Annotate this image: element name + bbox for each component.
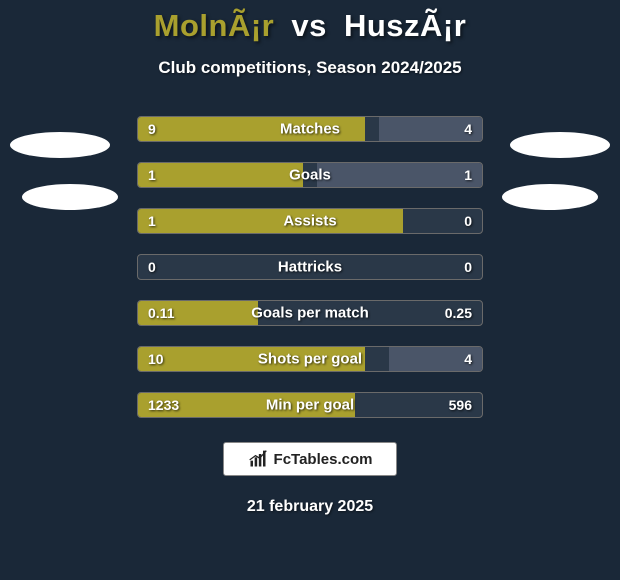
stat-value-right: 1 xyxy=(464,167,472,183)
stat-value-right: 0 xyxy=(464,213,472,229)
player2-name: HuszÃ¡r xyxy=(344,8,466,43)
stat-row: Shots per goal 10 4 xyxy=(137,346,483,372)
comparison-card: MolnÃ¡r vs HuszÃ¡r Club competitions, Se… xyxy=(0,0,620,580)
vs-label: vs xyxy=(291,8,326,43)
stat-bar-left xyxy=(138,209,403,233)
chart-icon xyxy=(248,449,268,469)
stat-bar-left xyxy=(138,163,303,187)
player1-name: MolnÃ¡r xyxy=(154,8,275,43)
stat-value-right: 4 xyxy=(464,351,472,367)
stat-value-right: 0.25 xyxy=(445,305,472,321)
stat-label: Goals per match xyxy=(251,305,369,322)
player1-badge-placeholder xyxy=(22,184,118,210)
stat-label: Matches xyxy=(280,121,340,138)
stat-row: Matches 9 4 xyxy=(137,116,483,142)
stat-bar-gap xyxy=(365,347,389,371)
stat-value-left: 1 xyxy=(148,213,156,229)
stat-value-left: 9 xyxy=(148,121,156,137)
card-title: MolnÃ¡r vs HuszÃ¡r xyxy=(154,8,467,44)
stat-value-left: 0 xyxy=(148,259,156,275)
stat-bar-right xyxy=(317,163,482,187)
stat-label: Assists xyxy=(283,213,336,230)
player2-badge-placeholder xyxy=(502,184,598,210)
stat-bar-gap xyxy=(365,117,379,141)
player2-avatar-placeholder xyxy=(510,132,610,158)
stat-row: Assists 1 0 xyxy=(137,208,483,234)
stat-row: Goals per match 0.11 0.25 xyxy=(137,300,483,326)
source-logo-box: FcTables.com xyxy=(223,442,398,476)
stat-label: Hattricks xyxy=(278,259,342,276)
stat-value-right: 596 xyxy=(449,397,472,413)
stat-row: Hattricks 0 0 xyxy=(137,254,483,280)
stat-label: Goals xyxy=(289,167,331,184)
stat-row: Min per goal 1233 596 xyxy=(137,392,483,418)
card-subtitle: Club competitions, Season 2024/2025 xyxy=(158,58,461,78)
player1-avatar-placeholder xyxy=(10,132,110,158)
stat-value-left: 0.11 xyxy=(148,305,174,321)
stat-value-left: 10 xyxy=(148,351,164,367)
stat-value-left: 1233 xyxy=(148,397,179,413)
stat-value-right: 4 xyxy=(464,121,472,137)
stat-label: Min per goal xyxy=(266,397,354,414)
stat-value-left: 1 xyxy=(148,167,156,183)
stat-value-right: 0 xyxy=(464,259,472,275)
stats-bars: Matches94Goals11Assists10Hattricks00Goal… xyxy=(137,116,483,418)
source-logo-text: FcTables.com xyxy=(274,451,373,468)
footer-date: 21 february 2025 xyxy=(247,498,373,516)
stat-row: Goals 1 1 xyxy=(137,162,483,188)
stat-label: Shots per goal xyxy=(258,351,362,368)
